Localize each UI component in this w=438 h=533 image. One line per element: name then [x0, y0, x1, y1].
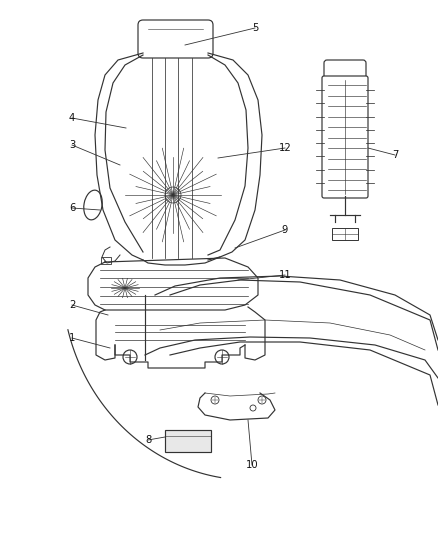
Text: 5: 5 — [252, 23, 258, 33]
Circle shape — [165, 187, 181, 203]
Text: 11: 11 — [279, 270, 291, 280]
Text: 8: 8 — [145, 435, 151, 445]
Circle shape — [258, 396, 266, 404]
Text: 9: 9 — [282, 225, 288, 235]
Bar — [165, 430, 211, 452]
Circle shape — [215, 350, 229, 364]
Text: 2: 2 — [69, 300, 75, 310]
Bar — [332, 228, 358, 240]
Circle shape — [250, 405, 256, 411]
Text: 6: 6 — [69, 203, 75, 213]
FancyBboxPatch shape — [138, 20, 213, 58]
Text: 7: 7 — [392, 150, 398, 160]
Text: 1: 1 — [69, 333, 75, 343]
FancyBboxPatch shape — [322, 76, 368, 198]
Ellipse shape — [84, 190, 102, 220]
Text: 10: 10 — [246, 460, 258, 470]
Circle shape — [211, 396, 219, 404]
Text: 4: 4 — [69, 113, 75, 123]
Text: 12: 12 — [279, 143, 291, 153]
Circle shape — [123, 350, 137, 364]
FancyBboxPatch shape — [324, 60, 366, 82]
Text: 3: 3 — [69, 140, 75, 150]
Bar — [101, 257, 111, 264]
